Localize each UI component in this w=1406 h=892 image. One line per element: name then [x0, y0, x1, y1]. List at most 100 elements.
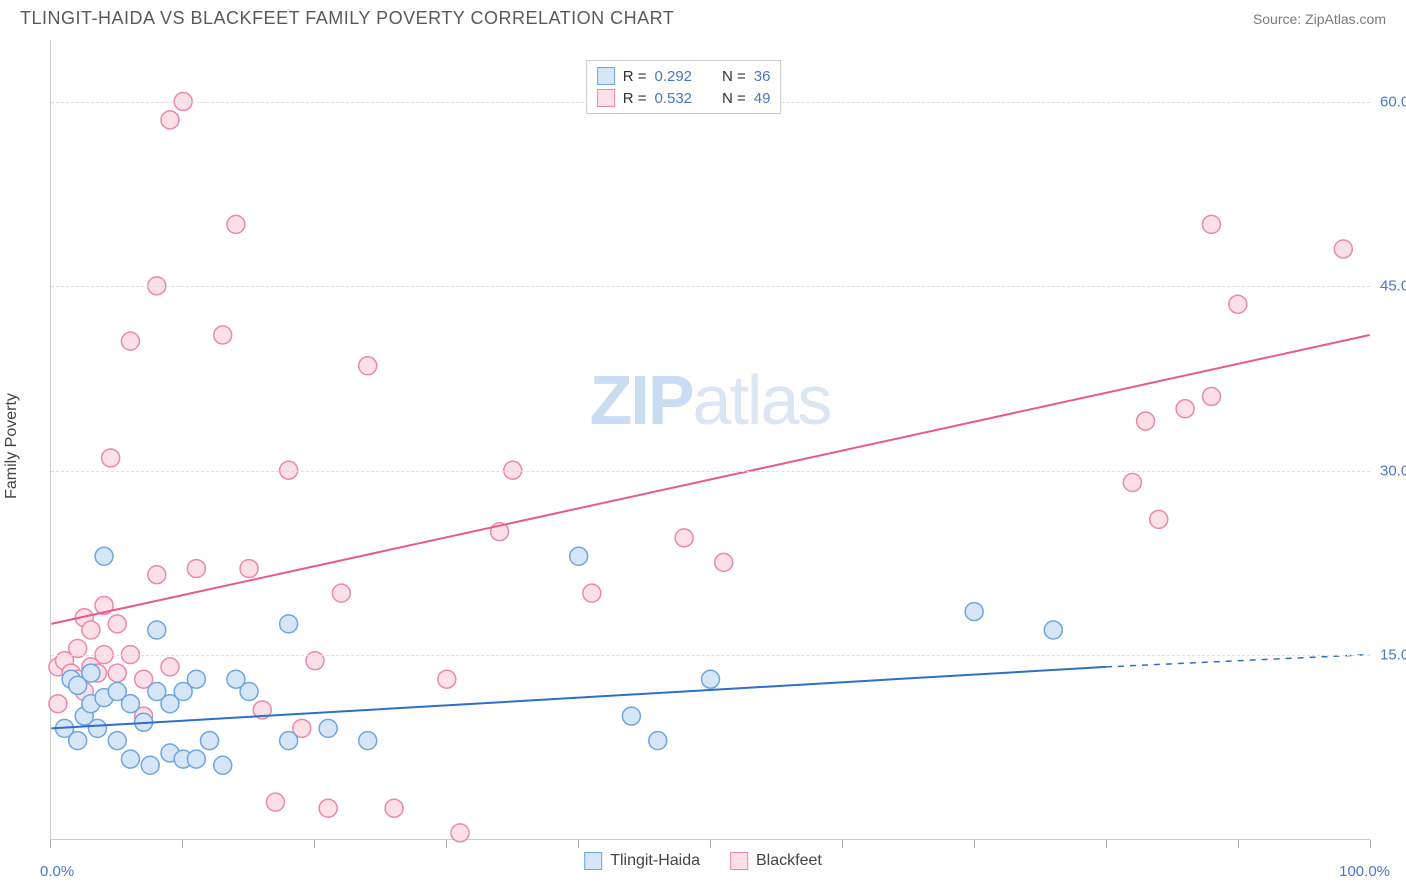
legend-n-value: 49 [754, 90, 771, 107]
legend-n-label: N = [722, 68, 746, 85]
scatter-point [214, 326, 232, 344]
legend-n-value: 36 [754, 68, 771, 85]
scatter-point [121, 695, 139, 713]
x-tick [1106, 840, 1107, 848]
scatter-point [240, 683, 258, 701]
scatter-point [187, 560, 205, 578]
y-tick-label: 45.0% [1380, 278, 1406, 295]
x-tick [446, 840, 447, 848]
scatter-point [214, 756, 232, 774]
x-axis-max-label: 100.0% [1339, 863, 1390, 880]
scatter-point [49, 695, 67, 713]
scatter-point [1123, 474, 1141, 492]
legend-swatch [597, 89, 615, 107]
legend-r-value: 0.292 [654, 68, 692, 85]
legend-series-label: Tlingit-Haida [610, 852, 700, 870]
scatter-point [88, 719, 106, 737]
legend-series-item: Tlingit-Haida [584, 852, 700, 870]
scatter-point [1044, 621, 1062, 639]
x-tick [50, 840, 51, 848]
scatter-point [675, 529, 693, 547]
chart-area: ZIPatlas 15.0%30.0%45.0%60.0% R =0.292N … [50, 40, 1370, 840]
scatter-point [102, 449, 120, 467]
scatter-point [649, 732, 667, 750]
legend-r-label: R = [623, 68, 647, 85]
scatter-point [583, 584, 601, 602]
scatter-point [187, 750, 205, 768]
y-tick-label: 30.0% [1380, 462, 1406, 479]
legend-swatch [597, 67, 615, 85]
x-axis-min-label: 0.0% [40, 863, 74, 880]
scatter-point [201, 732, 219, 750]
scatter-point [266, 793, 284, 811]
legend-series: Tlingit-Haida Blackfeet [584, 852, 822, 870]
scatter-point [148, 621, 166, 639]
scatter-point [141, 756, 159, 774]
scatter-point [69, 732, 87, 750]
scatter-point [1137, 412, 1155, 430]
trend-line [51, 335, 1369, 624]
x-tick [182, 840, 183, 848]
scatter-point [227, 215, 245, 233]
trend-line-dashed [1106, 655, 1370, 667]
source-label: Source: ZipAtlas.com [1253, 11, 1386, 27]
legend-correlation: R = 0.292 N = 36 R = 0.532 N = 49 [586, 60, 782, 114]
scatter-point [438, 670, 456, 688]
scatter-point [965, 603, 983, 621]
x-tick [1370, 840, 1371, 848]
scatter-svg [51, 40, 1370, 839]
scatter-point [1334, 240, 1352, 258]
scatter-point [121, 332, 139, 350]
legend-r-label: R = [623, 90, 647, 107]
scatter-point [359, 357, 377, 375]
plot-area: 15.0%30.0%45.0%60.0% [50, 40, 1370, 840]
scatter-point [121, 750, 139, 768]
scatter-point [319, 719, 337, 737]
trend-line [51, 667, 1106, 728]
scatter-point [1150, 510, 1168, 528]
x-tick [842, 840, 843, 848]
scatter-point [161, 658, 179, 676]
legend-correlation-row: R = 0.292 N = 36 [597, 65, 771, 87]
gridline [51, 286, 1370, 287]
scatter-point [319, 799, 337, 817]
scatter-point [108, 664, 126, 682]
legend-swatch [730, 852, 748, 870]
scatter-point [1202, 215, 1220, 233]
scatter-point [622, 707, 640, 725]
scatter-point [187, 670, 205, 688]
scatter-point [1229, 295, 1247, 313]
scatter-point [148, 566, 166, 584]
scatter-point [1202, 387, 1220, 405]
scatter-point [1176, 400, 1194, 418]
scatter-point [280, 615, 298, 633]
scatter-point [702, 670, 720, 688]
legend-r-value: 0.532 [654, 90, 692, 107]
scatter-point [332, 584, 350, 602]
scatter-point [108, 615, 126, 633]
scatter-point [570, 547, 588, 565]
scatter-point [240, 560, 258, 578]
scatter-point [95, 547, 113, 565]
scatter-point [161, 111, 179, 129]
scatter-point [715, 553, 733, 571]
x-tick [974, 840, 975, 848]
scatter-point [82, 621, 100, 639]
y-axis-title: Family Poverty [3, 393, 21, 499]
x-tick [314, 840, 315, 848]
scatter-point [82, 664, 100, 682]
scatter-point [385, 799, 403, 817]
y-tick-label: 15.0% [1380, 647, 1406, 664]
legend-swatch [584, 852, 602, 870]
legend-series-label: Blackfeet [756, 852, 822, 870]
gridline [51, 471, 1370, 472]
y-tick-label: 60.0% [1380, 93, 1406, 110]
scatter-point [359, 732, 377, 750]
legend-n-label: N = [722, 90, 746, 107]
scatter-point [280, 732, 298, 750]
legend-correlation-row: R = 0.532 N = 49 [597, 87, 771, 109]
scatter-point [108, 732, 126, 750]
x-tick [1238, 840, 1239, 848]
x-tick [578, 840, 579, 848]
gridline [51, 655, 1370, 656]
